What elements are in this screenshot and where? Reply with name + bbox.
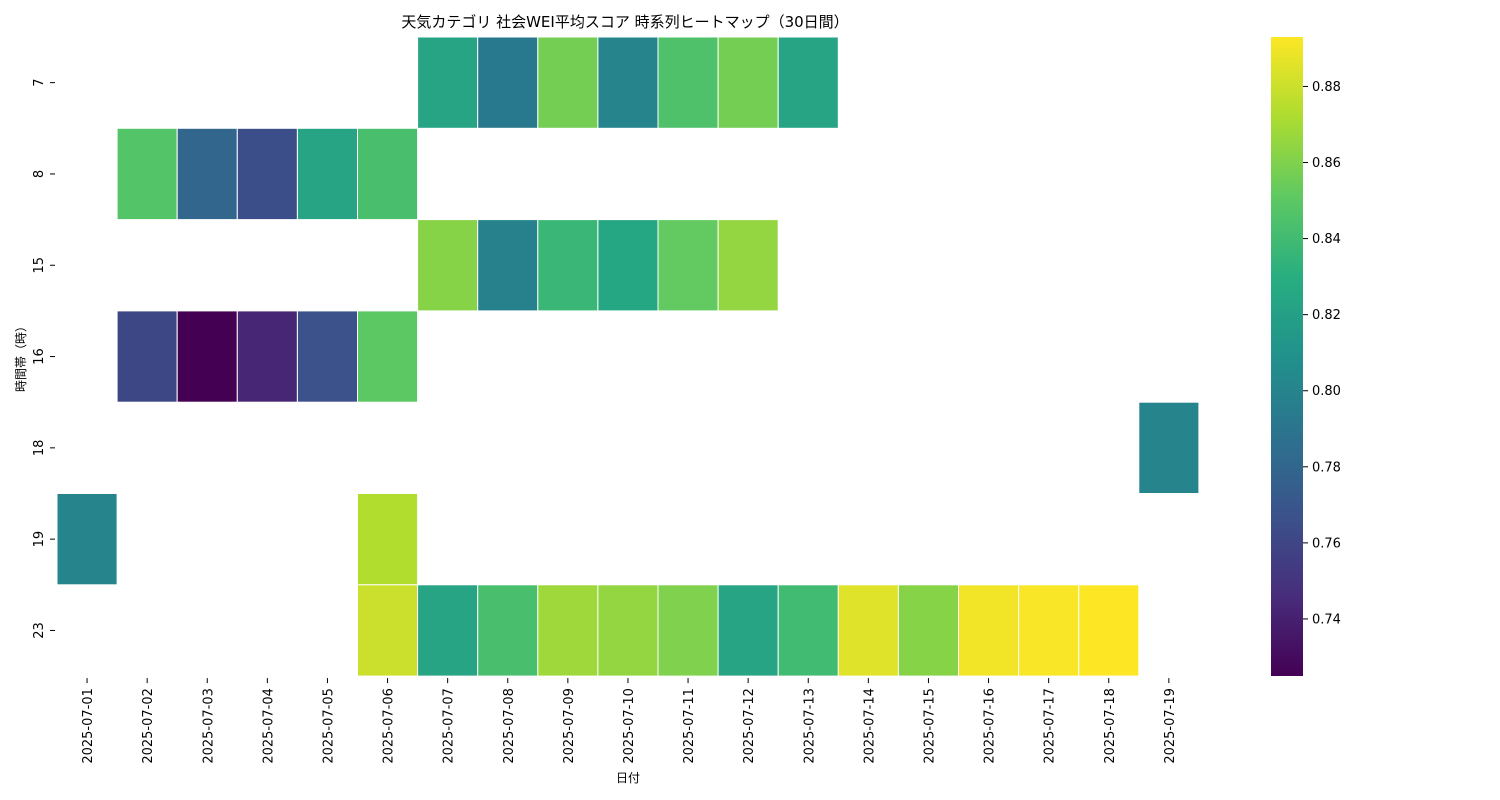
heatmap-cell [1018, 584, 1080, 677]
x-tick-label: 2025-07-02 [141, 688, 156, 764]
y-tick-label: 19 [32, 531, 47, 548]
heatmap-cell [357, 493, 419, 586]
colorbar-tick-label: 0.82 [1312, 308, 1341, 323]
x-tick-label: 2025-07-16 [983, 688, 998, 764]
heatmap-cell [477, 219, 539, 312]
heatmap-cell [357, 310, 419, 403]
heatmap-cell [296, 310, 358, 403]
heatmap-cell [837, 584, 899, 677]
heatmap-cells [56, 36, 1200, 677]
y-tick-label: 23 [32, 622, 47, 639]
heatmap-cell [176, 127, 238, 221]
heatmap-cell [597, 584, 659, 677]
x-tick-label: 2025-07-17 [1043, 688, 1058, 764]
heatmap-cell [176, 310, 238, 403]
y-tick-label: 7 [32, 79, 47, 87]
x-tick-label: 2025-07-14 [862, 688, 877, 764]
colorbar-tick-label: 0.86 [1312, 156, 1341, 171]
heatmap-cell [597, 219, 659, 312]
x-tick-label: 2025-07-04 [261, 688, 276, 764]
x-axis-ticks: 2025-07-01 2025-07-02 2025-07-03 2025-07-04… [81, 678, 1178, 764]
x-axis-label: 日付 [616, 771, 640, 785]
heatmap-cell [417, 36, 479, 129]
heatmap-cell [1138, 401, 1200, 495]
colorbar-tick-label: 0.74 [1312, 612, 1341, 627]
heatmap-cell [537, 219, 599, 312]
colorbar-tick-label: 0.80 [1312, 384, 1341, 399]
x-tick-label: 2025-07-01 [81, 688, 96, 764]
x-tick-label: 2025-07-12 [742, 688, 757, 764]
heatmap-cell [357, 584, 419, 677]
heatmap-cell [777, 36, 839, 129]
heatmap-cell [236, 127, 298, 221]
x-tick-label: 2025-07-11 [682, 688, 697, 764]
heatmap-cell [236, 310, 298, 403]
heatmap-cell [537, 36, 599, 129]
heatmap-cell [477, 584, 539, 677]
heatmap-cell [717, 36, 779, 129]
heatmap-cell [417, 584, 479, 677]
heatmap-cell [897, 584, 960, 677]
x-tick-label: 2025-07-05 [321, 688, 336, 764]
y-tick-label: 15 [32, 257, 47, 274]
colorbar-tick-label: 0.88 [1312, 80, 1341, 95]
heatmap-cell [717, 219, 779, 312]
heatmap-cell [777, 584, 839, 677]
colorbar-tick-label: 0.78 [1312, 460, 1341, 475]
heatmap-cell [417, 219, 479, 312]
y-axis-label: 時間帯（時） [14, 320, 28, 392]
x-tick-label: 2025-07-19 [1163, 688, 1178, 764]
x-tick-label: 2025-07-18 [1103, 688, 1118, 764]
y-tick-label: 8 [32, 170, 47, 178]
colorbar-tick-label: 0.84 [1312, 232, 1341, 247]
x-tick-label: 2025-07-06 [382, 688, 397, 764]
x-tick-label: 2025-07-15 [922, 688, 937, 764]
x-tick-label: 2025-07-13 [802, 688, 817, 764]
heatmap-cell [717, 584, 779, 677]
heatmap-cell [357, 127, 419, 221]
x-tick-label: 2025-07-03 [201, 688, 216, 764]
x-tick-label: 2025-07-07 [442, 688, 457, 764]
colorbar [1271, 37, 1303, 676]
heatmap-cell [657, 219, 719, 312]
heatmap-cell [657, 36, 719, 129]
heatmap-cell [296, 127, 358, 221]
heatmap-cell [537, 584, 599, 677]
heatmap-cell [56, 493, 118, 586]
y-axis-ticks: 7 8 15 16 18 19 23 [32, 79, 55, 639]
heatmap-cell [657, 584, 719, 677]
x-tick-label: 2025-07-08 [502, 688, 517, 764]
colorbar-ticks: 0.74 0.76 0.78 0.80 0.82 0.84 0.86 0.88 [1303, 80, 1341, 627]
heatmap-cell [1078, 584, 1140, 677]
colorbar-tick-label: 0.76 [1312, 536, 1341, 551]
x-tick-label: 2025-07-09 [562, 688, 577, 764]
heatmap-cell [116, 127, 178, 221]
x-tick-label: 2025-07-10 [622, 688, 637, 764]
heatmap-cell [116, 310, 178, 403]
y-tick-label: 18 [32, 440, 47, 457]
y-tick-label: 16 [32, 348, 47, 365]
chart-title: 天気カテゴリ 社会WEI平均スコア 時系列ヒートマップ（30日間） [401, 13, 848, 31]
heatmap-cell [477, 36, 539, 129]
heatmap-cell [597, 36, 659, 129]
heatmap-cell [958, 584, 1020, 677]
